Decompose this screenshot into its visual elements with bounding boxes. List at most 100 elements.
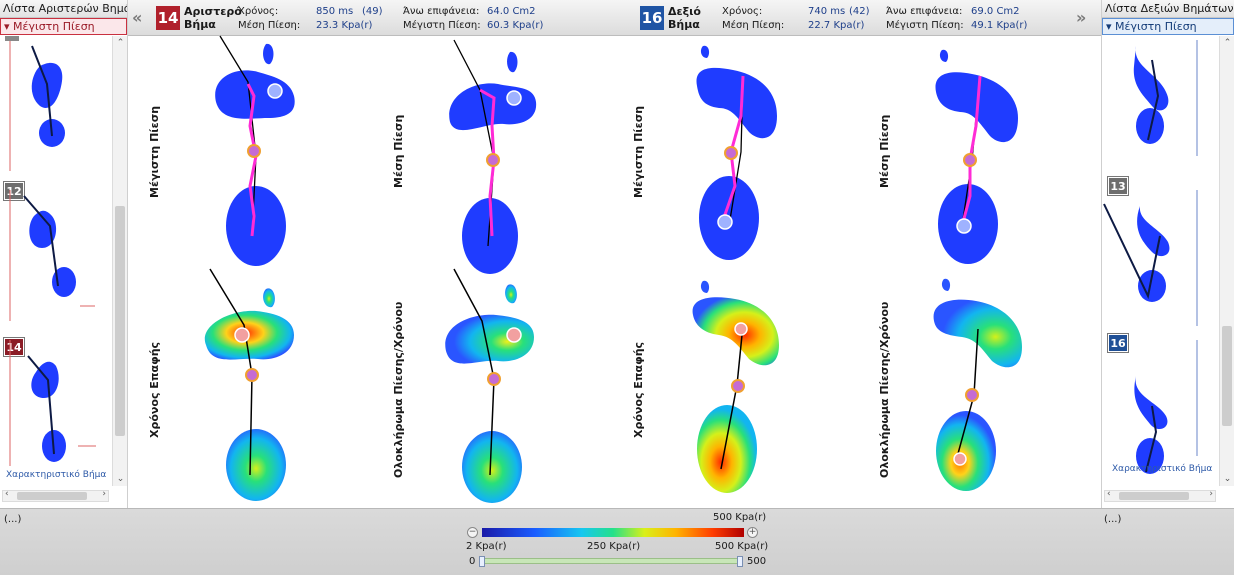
scroll-left-icon[interactable]: ‹ — [1107, 489, 1111, 499]
right-step-number: 16 — [640, 6, 664, 30]
slider-min-label: 0 — [469, 556, 476, 567]
next-step-button[interactable]: » — [1076, 8, 1087, 27]
right-panel-title: Λίστα Δεξιών Βημάτων — [1102, 0, 1234, 18]
heatmap-left-pressure-time-integral — [445, 268, 534, 503]
right-step-time-count: (42) — [849, 6, 870, 17]
right-selected-step-badge: 16 — [1108, 334, 1128, 352]
scale-max-top-label: 500 Kpa(r) — [713, 512, 767, 523]
right-step-thumb-1[interactable] — [1102, 36, 1217, 176]
left-step-max-label: Μέγιστη Πίεση: — [403, 20, 481, 31]
zoom-out-icon[interactable]: − — [467, 527, 478, 538]
left-step-title-line2: Βήμα — [184, 18, 216, 31]
view-label-max-pressure-left: Μέγιστη Πίεση — [148, 105, 161, 198]
left-more-button[interactable]: (...) — [4, 514, 22, 525]
right-more-button[interactable]: (...) — [1104, 514, 1122, 525]
right-step-title: Δεξιό Βήμα — [668, 5, 701, 31]
scroll-up-icon[interactable]: ⌃ — [116, 38, 125, 48]
scroll-left-icon[interactable]: ‹ — [5, 489, 9, 499]
view-label-contact-time-left: Χρόνος Επαφής — [148, 341, 161, 438]
left-step-time-value: 850 ms — [316, 6, 354, 17]
right-step-area-value: 69.0 Cm2 — [971, 6, 1020, 17]
left-scroll-thumb[interactable] — [115, 206, 125, 436]
left-step-thumb-1[interactable] — [0, 36, 110, 176]
pressure-color-scale — [482, 528, 744, 537]
scroll-right-icon[interactable]: › — [1209, 489, 1213, 499]
left-step-title: Αριστερό Βήμα — [184, 5, 242, 31]
right-step-mean-label: Μέση Πίεση: — [722, 20, 785, 31]
right-step-max-value: 49.1 Kpa(r) — [971, 20, 1028, 31]
view-label-pressure-time-integral-right: Ολοκλήρωμα Πίεσης/Χρόνου — [878, 301, 891, 478]
scale-max-label: 500 Kpa(r) — [715, 541, 769, 552]
right-vertical-scrollbar[interactable]: ⌃ ⌄ — [1219, 36, 1234, 486]
left-vertical-scrollbar[interactable]: ⌃ ⌄ — [112, 36, 127, 486]
left-step-time-label: Χρόνος: — [238, 6, 279, 17]
right-horizontal-scrollbar[interactable]: ‹ › — [1104, 489, 1216, 502]
left-step-mean-label: Μέση Πίεση: — [238, 19, 300, 32]
left-step-mean-value: 23.3 Kpa(r) — [316, 20, 373, 31]
view-label-mean-pressure-left: Μέση Πίεση — [392, 114, 405, 188]
left-characteristic-step-label[interactable]: Χαρακτηριστικό Βήμα — [6, 470, 107, 480]
scroll-up-icon[interactable]: ⌃ — [1223, 38, 1232, 48]
previous-step-button[interactable]: « — [132, 8, 143, 27]
left-horizontal-scrollbar[interactable]: ‹ › — [2, 489, 109, 502]
heatmap-right-contact-time — [692, 280, 779, 493]
heatmap-left-mean-pressure — [449, 39, 537, 274]
step-comparison-area: « 14 Αριστερό Βήμα Χρόνος: 850 ms (49) Μ… — [128, 0, 1101, 508]
right-step-title-line2: Βήμα — [668, 18, 700, 31]
right-step-time-label: Χρόνος: — [722, 6, 763, 17]
range-max-handle[interactable] — [737, 556, 743, 567]
right-step-thumb-3[interactable] — [1102, 336, 1217, 476]
right-step-mean-value: 22.7 Kpa(r) — [808, 20, 865, 31]
left-panel-mode-selector[interactable]: ▾ Μέγιστη Πίεση — [0, 18, 127, 35]
right-hscroll-thumb[interactable] — [1119, 492, 1189, 500]
heatmap-right-pressure-time-integral — [933, 278, 1022, 491]
scroll-down-icon[interactable]: ⌄ — [116, 474, 125, 484]
scale-min-label: 2 Kpa(r) — [466, 541, 507, 552]
right-step-time-value: 740 ms — [808, 6, 846, 17]
heatmap-left-contact-time — [204, 268, 294, 501]
scale-mid-label: 250 Kpa(r) — [587, 541, 641, 552]
right-steps-list[interactable]: 13 16 Χαρακτηριστικό Βήμα — [1102, 36, 1218, 486]
left-step-number: 14 — [156, 6, 180, 30]
left-steps-list[interactable]: 12 14 Χαρακτηριστικό Βήμα — [0, 36, 111, 486]
step-info-header: « 14 Αριστερό Βήμα Χρόνος: 850 ms (49) Μ… — [128, 0, 1101, 36]
zoom-in-icon[interactable]: + — [747, 527, 758, 538]
left-steps-panel: Λίστα Αριστερών Βημάτων ▾ Μέγιστη Πίεση … — [0, 0, 128, 508]
scroll-down-icon[interactable]: ⌄ — [1223, 474, 1232, 484]
right-step-number-badge: 13 — [1108, 177, 1128, 195]
left-step-time-count: (49) — [362, 6, 383, 17]
left-step-thumb-3[interactable] — [0, 336, 110, 476]
range-min-handle[interactable] — [479, 556, 485, 567]
right-steps-panel: Λίστα Δεξιών Βημάτων ▾ Μέγιστη Πίεση 13 … — [1101, 0, 1234, 508]
left-selected-step-badge: 14 — [4, 338, 24, 356]
right-step-thumb-2[interactable] — [1102, 186, 1217, 326]
left-step-max-value: 60.3 Kpa(r) — [487, 20, 544, 31]
pressure-scale-bar: (...) (...) 500 Kpa(r) − + 2 Kpa(r) 250 … — [0, 508, 1234, 575]
right-scroll-thumb[interactable] — [1222, 326, 1232, 426]
left-step-title-line1: Αριστερό — [184, 5, 242, 18]
left-step-mean-label-text: Μέση Πίεση: — [238, 20, 301, 31]
left-step-area-label: Άνω επιφάνεια: — [403, 6, 480, 17]
view-label-pressure-time-integral-left: Ολοκλήρωμα Πίεσης/Χρόνου — [392, 301, 405, 478]
left-hscroll-thumb[interactable] — [17, 492, 87, 500]
left-step-number-badge: 12 — [4, 182, 24, 200]
right-step-area-label: Άνω επιφάνεια: — [886, 6, 963, 17]
view-label-max-pressure-right: Μέγιστη Πίεση — [632, 105, 645, 198]
slider-max-label: 500 — [747, 556, 767, 567]
scroll-right-icon[interactable]: › — [102, 489, 106, 499]
right-step-title-line1: Δεξιό — [668, 5, 701, 18]
heatmap-right-max-pressure — [696, 45, 777, 260]
left-step-thumb-2[interactable] — [0, 186, 110, 326]
right-panel-mode-selector[interactable]: ▾ Μέγιστη Πίεση — [1102, 18, 1234, 35]
right-panel-mode-label: Μέγιστη Πίεση — [1115, 20, 1197, 33]
pressure-range-slider[interactable] — [479, 556, 743, 567]
heatmap-left-max-pressure — [215, 35, 295, 266]
left-panel-mode-label: Μέγιστη Πίεση — [13, 20, 95, 33]
left-step-area-value: 64.0 Cm2 — [487, 6, 536, 17]
right-step-max-label: Μέγιστη Πίεση: — [886, 20, 964, 31]
left-panel-title: Λίστα Αριστερών Βημάτων — [0, 0, 127, 18]
view-label-contact-time-right: Χρόνος Επαφής — [632, 341, 645, 438]
heatmap-right-mean-pressure — [935, 49, 1018, 264]
right-characteristic-step-label[interactable]: Χαρακτηριστικό Βήμα — [1112, 464, 1213, 474]
